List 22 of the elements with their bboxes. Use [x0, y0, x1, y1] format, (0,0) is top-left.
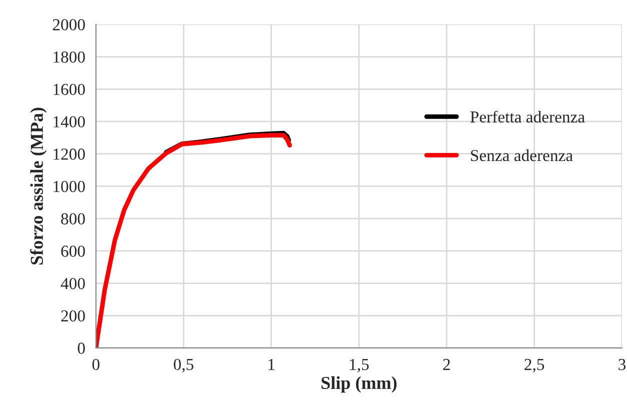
x-tick-label: 1 [268, 358, 274, 370]
legend-label: Perfetta aderenza [470, 110, 585, 123]
x-tick-label: 2,5 [524, 358, 544, 373]
y-tick-label: 2000 [52, 19, 85, 30]
y-tick-label: 600 [61, 246, 85, 257]
y-tick-label: 1400 [54, 116, 85, 128]
x-axis-title: Slip (mm) [322, 376, 397, 393]
y-tick-label: 800 [61, 213, 85, 225]
y-tick-label: 1600 [54, 84, 85, 96]
x-tick-label: 2 [443, 358, 450, 370]
y-tick-label: 1200 [54, 148, 85, 160]
x-tick-label: 0,5 [174, 358, 194, 373]
x-tick-label: 0 [92, 358, 100, 370]
y-tick-label: 1800 [54, 51, 85, 63]
y-tick-label: 0 [78, 342, 85, 354]
x-tick-label: 1,5 [350, 358, 369, 373]
y-tick-label: 1000 [54, 180, 85, 192]
legend-label: Senza aderenza [471, 149, 573, 162]
y-axis-title: Sforzo assiale (MPa) [30, 108, 47, 264]
x-tick-label: 3 [618, 358, 626, 370]
y-tick-label: 200 [61, 310, 85, 322]
y-tick-label: 400 [60, 278, 85, 290]
